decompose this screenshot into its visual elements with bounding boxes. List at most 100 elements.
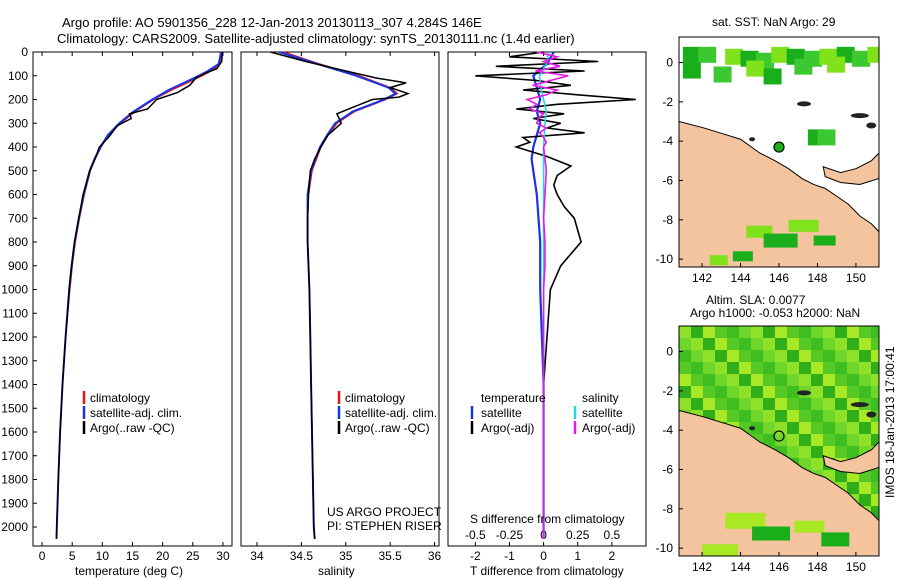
sla-cell	[821, 532, 850, 547]
sla-cell	[775, 338, 787, 350]
series-climatology	[55, 51, 223, 539]
sla-cell	[799, 326, 811, 338]
x-tick-label: 34.5	[290, 549, 314, 563]
sla-cell	[859, 350, 871, 362]
salinity-xlabel: salinity	[318, 564, 355, 578]
sla-cell	[871, 434, 879, 446]
sla-map: 142 144 146 148 150 0 -2 -4 -6 -8 -10	[656, 325, 880, 574]
sla-cell	[679, 338, 691, 350]
map-x-tick-label: 144	[731, 271, 751, 285]
sla-cell	[835, 398, 847, 410]
header-line-2: Climatology: CARS2009. Satellite-adjuste…	[57, 31, 575, 46]
map-x-tick-label: 142	[692, 271, 712, 285]
sla-cell	[703, 362, 715, 374]
depth-tick-label: 1800	[1, 473, 28, 487]
sla-cell	[799, 338, 811, 350]
depth-tick-label: 700	[8, 211, 28, 225]
map-x-tick-label: 142	[692, 560, 712, 574]
x-tick-label: 30	[216, 549, 230, 563]
sla-cell	[847, 434, 859, 446]
x-tick-label: 2	[609, 549, 616, 563]
sla-cell	[799, 350, 811, 362]
sla-cell	[787, 398, 799, 410]
sla-cell	[799, 374, 811, 386]
sla-cell	[751, 350, 763, 362]
depth-tick-label: 500	[8, 164, 28, 178]
sla-cell	[775, 386, 787, 398]
sla-cell	[691, 386, 703, 398]
argo-float-marker	[773, 141, 785, 153]
sla-cell	[859, 434, 871, 446]
sla-cell	[763, 434, 775, 446]
map-y-tick-label: 0	[666, 345, 673, 359]
sla-cell	[727, 386, 739, 398]
sla-cell	[725, 512, 766, 529]
sla-cell	[787, 410, 799, 422]
x-tick-label: 0	[540, 549, 547, 563]
sla-cell	[739, 374, 751, 386]
sla-cell	[703, 374, 715, 386]
sla-cell	[811, 338, 823, 350]
sla-cell	[811, 410, 823, 422]
sla-cell	[835, 374, 847, 386]
sla-cell	[703, 338, 715, 350]
sla-cell	[679, 362, 691, 374]
depth-tick-label: 1600	[1, 425, 28, 439]
sla-cell	[739, 386, 751, 398]
island	[797, 390, 811, 396]
sla-cell	[799, 446, 811, 458]
sla-cell	[811, 446, 823, 458]
sst-cell	[867, 46, 879, 63]
sla-cell	[871, 470, 879, 482]
s-tick-label: 0.25	[566, 528, 590, 542]
sla-cell	[787, 386, 799, 398]
island	[866, 122, 877, 129]
depth-tick-label: 0	[21, 45, 28, 59]
map-y-tick-label: 0	[666, 56, 673, 70]
map-y-tick-label: -10	[656, 541, 674, 555]
sla-cell	[691, 338, 703, 350]
sla-cell	[752, 526, 791, 541]
sla-cell	[835, 326, 847, 338]
series-satellite-adj-clim-	[55, 51, 223, 539]
sla-cell	[871, 398, 879, 410]
sst-cell	[709, 255, 728, 266]
sla-cell	[794, 520, 825, 533]
sla-cell	[823, 338, 835, 350]
land-new-britain	[822, 152, 879, 185]
sst-cell	[682, 46, 701, 63]
series-argo-raw-qc-	[55, 51, 224, 539]
sla-cell	[715, 350, 727, 362]
sst-cell	[813, 235, 836, 246]
sla-cell	[799, 398, 811, 410]
map-x-tick-label: 146	[769, 271, 789, 285]
sla-cell	[775, 362, 787, 374]
x-tick-label: 36	[428, 549, 442, 563]
x-tick-label: 10	[96, 549, 110, 563]
sla-cell	[739, 338, 751, 350]
sla-cell	[727, 398, 739, 410]
sla-cell	[787, 434, 799, 446]
difference-legend: temperature satellite Argo(-adj) salinit…	[470, 391, 635, 435]
sla-cell	[751, 338, 763, 350]
sla-cell	[859, 494, 871, 506]
t-difference-xlabel: T difference from climatology	[470, 564, 624, 578]
sla-cell	[751, 422, 763, 434]
x-tick-label: 35	[339, 549, 353, 563]
sla-cell	[739, 350, 751, 362]
sla-cell	[811, 434, 823, 446]
sla-cell	[823, 422, 835, 434]
sla-cell	[811, 458, 823, 470]
s-tick-label: 0.5	[604, 528, 621, 542]
sla-cell	[847, 446, 859, 458]
sst-cell	[732, 251, 753, 262]
sla-cell	[835, 338, 847, 350]
salinity-panel	[240, 51, 440, 547]
depth-tick-label: 400	[8, 140, 28, 154]
sla-cell	[727, 410, 739, 422]
x-tick-label: 15	[126, 549, 140, 563]
s-difference-xlabel: S difference from climatology	[470, 512, 625, 526]
sla-cell	[847, 410, 859, 422]
sla-cell	[787, 350, 799, 362]
sla-cell	[703, 350, 715, 362]
